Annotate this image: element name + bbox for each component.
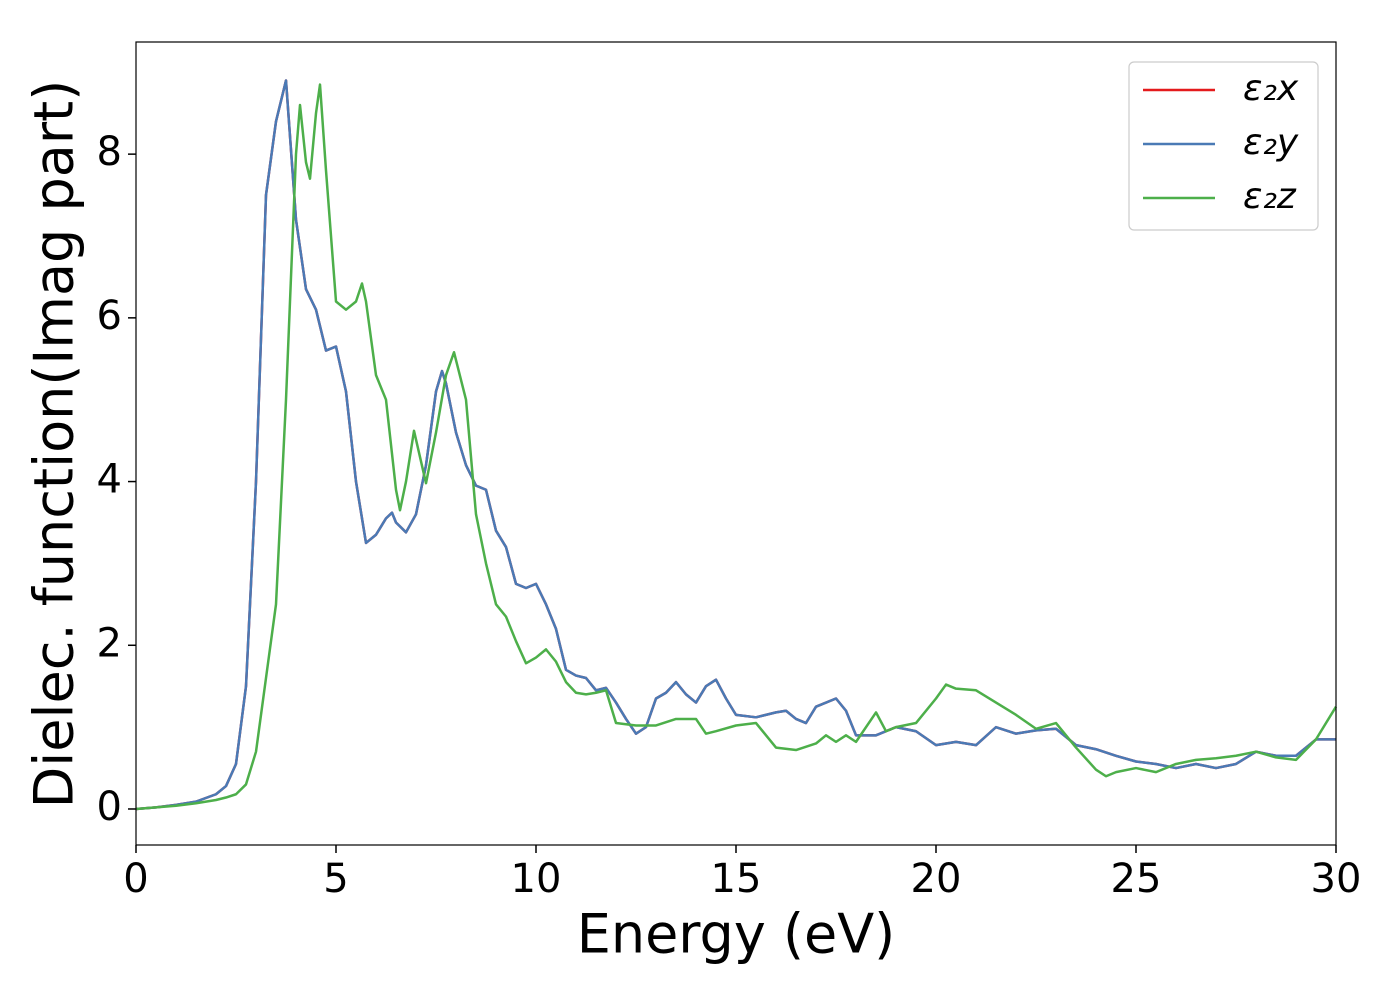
legend-box bbox=[1128, 61, 1319, 231]
plot-frame bbox=[135, 41, 1337, 846]
legend-label: ε₂x bbox=[1243, 68, 1299, 109]
y-tick-label: 2 bbox=[97, 620, 122, 666]
y-axis-label: Dielec. function(Imag part) bbox=[23, 80, 86, 809]
line-series bbox=[135, 83, 1338, 811]
x-axis-label: Energy (eV) bbox=[577, 903, 896, 966]
line-series bbox=[135, 79, 1336, 811]
x-tick-label: 0 bbox=[123, 856, 148, 902]
legend-label: ε₂z bbox=[1243, 176, 1297, 217]
x-tick-label: 20 bbox=[911, 856, 962, 902]
x-tick-label: 5 bbox=[323, 856, 348, 902]
legend-label: ε₂y bbox=[1243, 122, 1299, 163]
y-tick-label: 0 bbox=[97, 784, 122, 830]
x-tick-label: 15 bbox=[711, 856, 762, 902]
x-tick-label: 25 bbox=[1111, 856, 1162, 902]
y-tick-label: 6 bbox=[97, 293, 122, 339]
y-tick-label: 8 bbox=[97, 129, 122, 175]
x-tick-label: 10 bbox=[511, 856, 562, 902]
y-tick-label: 4 bbox=[97, 457, 122, 503]
x-tick-label: 30 bbox=[1311, 856, 1362, 902]
